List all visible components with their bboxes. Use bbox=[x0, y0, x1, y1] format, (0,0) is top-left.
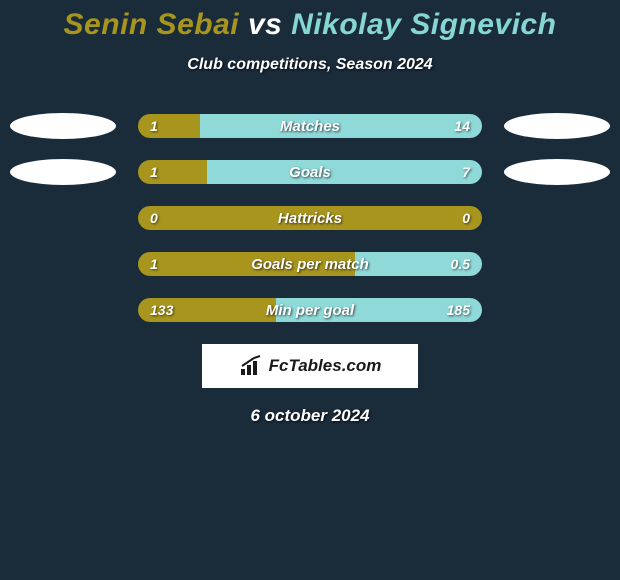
player2-ellipse bbox=[504, 113, 610, 139]
player1-name: Senin Sebai bbox=[64, 8, 240, 41]
comparison-infographic: Senin Sebai vs Nikolay Signevich Club co… bbox=[0, 0, 620, 426]
logo-chart-icon bbox=[239, 355, 265, 377]
stat-row: 00Hattricks bbox=[0, 206, 620, 230]
stat-bar: 133185Min per goal bbox=[138, 298, 482, 322]
player1-ellipse bbox=[10, 159, 116, 185]
stat-bar: 00Hattricks bbox=[138, 206, 482, 230]
stats-rows: 114Matches 17Goals 00Hattricks 10.5Goals pe… bbox=[0, 114, 620, 322]
player2-name: Nikolay Signevich bbox=[291, 8, 556, 41]
player2-ellipse bbox=[504, 159, 610, 185]
vs-text: vs bbox=[248, 8, 282, 41]
stat-row: 133185Min per goal bbox=[0, 298, 620, 322]
stat-bar: 17Goals bbox=[138, 160, 482, 184]
stat-label: Hattricks bbox=[138, 206, 482, 230]
subtitle: Club competitions, Season 2024 bbox=[0, 56, 620, 74]
logo-box: FcTables.com bbox=[202, 344, 418, 388]
stat-row: 114Matches bbox=[0, 114, 620, 138]
stat-bar: 10.5Goals per match bbox=[138, 252, 482, 276]
stat-row: 10.5Goals per match bbox=[0, 252, 620, 276]
stat-label: Matches bbox=[138, 114, 482, 138]
stat-label: Min per goal bbox=[138, 298, 482, 322]
page-title: Senin Sebai vs Nikolay Signevich bbox=[0, 8, 620, 42]
player1-ellipse bbox=[10, 113, 116, 139]
stat-label: Goals bbox=[138, 160, 482, 184]
stat-row: 17Goals bbox=[0, 160, 620, 184]
date-text: 6 october 2024 bbox=[0, 406, 620, 426]
stat-label: Goals per match bbox=[138, 252, 482, 276]
stat-bar: 114Matches bbox=[138, 114, 482, 138]
logo-text: FcTables.com bbox=[269, 356, 382, 376]
